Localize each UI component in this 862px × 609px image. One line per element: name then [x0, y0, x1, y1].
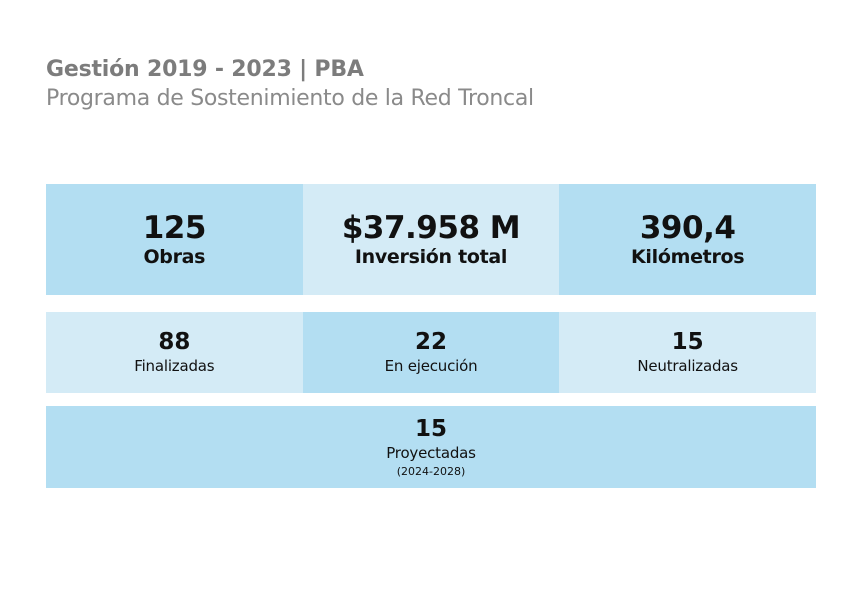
stat-label: En ejecución: [384, 356, 478, 375]
stat-label: Obras: [143, 245, 206, 268]
stat-kilometros: 390,4 Kilómetros: [559, 184, 816, 295]
stat-label: Inversión total: [354, 245, 508, 268]
stat-label: Finalizadas: [134, 356, 215, 375]
page-title: Gestión 2019 - 2023 | PBA: [46, 57, 364, 82]
stat-value: 88: [158, 328, 191, 355]
stat-label: Proyectadas: [386, 443, 476, 462]
page-subtitle: Programa de Sostenimiento de la Red Tron…: [46, 86, 534, 111]
stat-value: 125: [142, 209, 207, 246]
summary-row: 125 Obras $37.958 M Inversión total 390,…: [46, 184, 816, 295]
stat-inversion: $37.958 M Inversión total: [302, 184, 560, 295]
stat-neutralizadas: 15 Neutralizadas: [559, 312, 816, 393]
stat-value: 15: [671, 328, 704, 355]
stat-finalizadas: 88 Finalizadas: [46, 312, 303, 393]
status-row: 88 Finalizadas 22 En ejecución 15 Neutra…: [46, 312, 816, 393]
stat-en-ejecucion: 22 En ejecución: [302, 312, 560, 393]
stat-value: 390,4: [639, 209, 736, 246]
stat-value: 22: [414, 328, 447, 355]
header: Gestión 2019 - 2023 | PBA Programa de So…: [46, 56, 534, 114]
stat-label: Neutralizadas: [637, 356, 738, 375]
stat-obras: 125 Obras: [46, 184, 303, 295]
stat-value: 15: [414, 415, 447, 442]
stat-proyectadas: 15 Proyectadas (2024-2028): [46, 406, 816, 488]
stat-label: Kilómetros: [630, 245, 745, 268]
stat-period-note: (2024-2028): [396, 464, 466, 478]
projected-row: 15 Proyectadas (2024-2028): [46, 406, 816, 488]
stat-value: $37.958 M: [341, 209, 521, 246]
